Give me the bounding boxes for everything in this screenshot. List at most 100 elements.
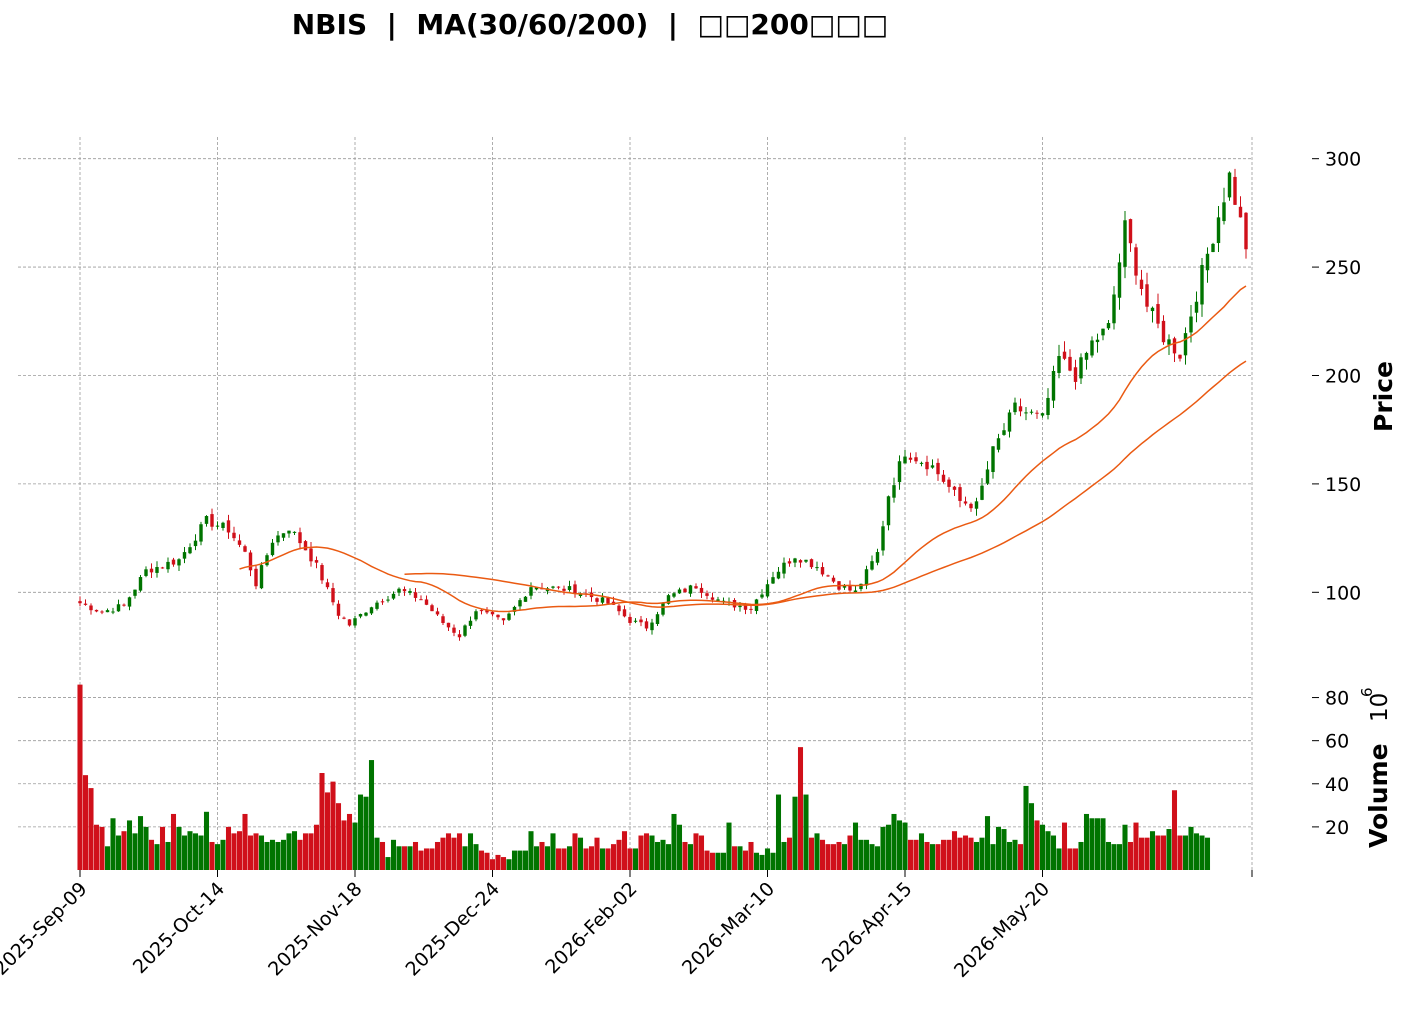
volume-bar (946, 839, 952, 870)
volume-bar (363, 796, 369, 870)
candle (1117, 253, 1122, 310)
candle (221, 521, 225, 531)
volume-bar (506, 859, 512, 870)
candle (133, 589, 137, 599)
volume-bar (566, 846, 573, 870)
candle (160, 566, 165, 569)
price-tick-label: 150 (1325, 474, 1361, 496)
candle (705, 590, 709, 600)
candle (232, 526, 236, 542)
volume-bar (467, 833, 474, 870)
candle (908, 452, 913, 463)
candle (210, 508, 214, 531)
volume-bar (720, 852, 727, 870)
candle (468, 616, 473, 630)
volume-bar (874, 846, 881, 870)
volume-bar (1028, 803, 1035, 870)
volume-bar (440, 837, 446, 870)
candle (1172, 336, 1177, 362)
volume-bar (528, 831, 534, 870)
candle (1073, 359, 1078, 390)
candle (496, 614, 500, 620)
candle (787, 558, 792, 567)
volume-bar (1001, 829, 1007, 870)
candle (886, 495, 891, 531)
volume-bar (687, 844, 694, 870)
candle (771, 571, 775, 585)
volume-bar (264, 841, 270, 870)
candle (1128, 218, 1133, 252)
volume-bar (808, 837, 815, 870)
candle (551, 585, 555, 590)
candle (958, 483, 962, 508)
candle (980, 478, 984, 501)
volume-bar (192, 833, 199, 870)
volume-bar (489, 859, 496, 870)
candle (870, 555, 874, 571)
volume-bar (951, 831, 958, 870)
candle (1090, 336, 1094, 358)
volume-bar (990, 844, 996, 870)
candle (347, 619, 352, 627)
candle (793, 557, 797, 568)
volume-bar (236, 831, 243, 870)
volume-bar (319, 773, 325, 870)
volume-bar (1133, 822, 1139, 870)
candle (1002, 423, 1006, 436)
volume-bar (187, 831, 193, 870)
volume-bar (198, 835, 204, 870)
volume-bar (929, 844, 936, 870)
volume-bar (401, 846, 408, 870)
price-tick-label: 100 (1325, 582, 1361, 604)
candle (171, 557, 176, 567)
candle (375, 600, 379, 611)
volume-bar (203, 811, 210, 870)
candle (325, 578, 330, 590)
volume-bar (143, 826, 149, 870)
candle (996, 433, 1001, 453)
candle (1238, 196, 1243, 218)
volume-bar (302, 833, 309, 870)
volume-bar (643, 833, 650, 870)
volume-bar (88, 788, 94, 870)
candle (677, 587, 682, 594)
candle (435, 607, 440, 616)
volume-bar (434, 841, 441, 870)
candle (947, 477, 951, 493)
candle (683, 587, 687, 593)
candle (556, 586, 561, 590)
candle (754, 598, 759, 615)
volume-bar (324, 792, 331, 870)
ma-30-line (239, 285, 1247, 613)
candle (204, 515, 209, 527)
volume-bar (1006, 841, 1013, 870)
candle (639, 616, 643, 627)
candle (309, 542, 313, 567)
volume-bar (880, 826, 886, 870)
candle (358, 613, 363, 619)
candle (441, 613, 445, 626)
volume-bar (517, 850, 523, 870)
volume-bar (902, 822, 908, 870)
volume-bar (456, 833, 463, 870)
candle (1101, 328, 1105, 341)
candle (292, 531, 297, 536)
candle (633, 618, 638, 624)
candle (122, 603, 126, 607)
volume-bar (137, 816, 144, 870)
volume-bar (737, 846, 743, 870)
volume-bar (82, 775, 89, 870)
volume-bar (121, 831, 127, 870)
volume-bar (291, 831, 298, 870)
volume-bar (1012, 839, 1018, 870)
volume-bar (649, 835, 655, 870)
candle (474, 609, 478, 622)
volume-bar (742, 850, 749, 870)
volume-bar (583, 848, 589, 870)
volume-bar (165, 841, 171, 870)
volume-bar (110, 818, 116, 870)
volume-bar (511, 850, 518, 870)
volume-bar (429, 848, 435, 870)
volume-bar (896, 820, 903, 870)
price-tick-label: 200 (1325, 365, 1361, 387)
